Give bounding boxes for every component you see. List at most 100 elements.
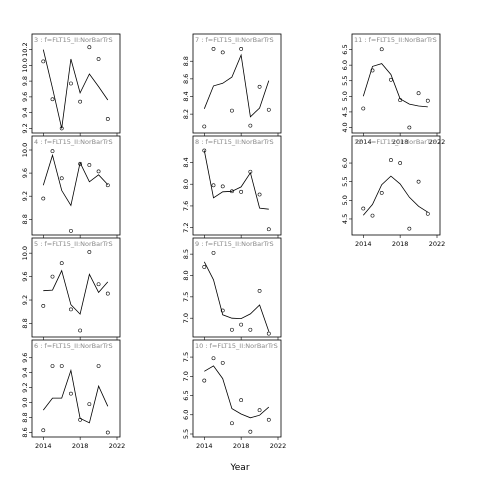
data-point xyxy=(220,360,225,365)
panel-frame xyxy=(192,237,282,338)
panel-frame xyxy=(192,33,282,134)
data-point xyxy=(389,77,393,82)
y-tick-label: 8.0 xyxy=(182,270,190,280)
data-point xyxy=(50,364,55,368)
data-point xyxy=(239,322,244,327)
series-line xyxy=(204,365,270,419)
series-line xyxy=(362,175,429,216)
panel-frame xyxy=(31,237,121,338)
x-tick-label: 2014 xyxy=(196,442,213,450)
x-tick-label: 2022 xyxy=(429,138,446,146)
y-tick-label: 8.6 xyxy=(182,74,190,84)
panel: 3 : f=FLT15_II:NorBarTrS 9.2 9.4 9.6 9.8 10.0… xyxy=(21,33,121,136)
panel-frame xyxy=(351,135,441,236)
series-line xyxy=(203,261,270,332)
data-point xyxy=(248,429,253,434)
data-point xyxy=(202,124,207,129)
y-tick-label: 10.2 xyxy=(21,42,29,56)
y-tick-label: 4.0 xyxy=(341,122,349,132)
series-line xyxy=(42,153,109,207)
data-point xyxy=(202,378,207,383)
data-point xyxy=(361,206,366,211)
data-point xyxy=(407,125,412,130)
data-point xyxy=(202,148,207,153)
y-tick-label: 6.5 xyxy=(182,390,190,400)
data-point xyxy=(248,327,253,332)
data-point xyxy=(69,81,73,86)
y-tick-label: 5.0 xyxy=(341,91,349,101)
data-point xyxy=(105,291,110,296)
data-point xyxy=(398,98,403,102)
y-tick-label: 8.8 xyxy=(21,318,29,328)
series-line xyxy=(362,63,428,108)
data-point xyxy=(105,117,110,121)
data-point xyxy=(239,189,244,194)
data-point xyxy=(96,169,101,174)
data-point xyxy=(416,179,421,184)
y-tick-label: 8.8 xyxy=(21,412,29,422)
panel: 7 : f=FLT15_II:NorBarTrS 8.2 8.4 8.6 8.8 xyxy=(182,33,282,136)
data-point xyxy=(211,356,216,361)
data-point xyxy=(105,183,110,188)
data-point xyxy=(257,288,262,293)
x-tick-label: 2014 xyxy=(355,240,372,248)
y-tick-label: 5.5 xyxy=(341,76,349,86)
data-point xyxy=(389,158,393,162)
data-point xyxy=(266,331,271,336)
data-point xyxy=(257,192,262,197)
panel-strip-label: 10 : f=FLT15_II:NorBarTrS xyxy=(195,342,278,350)
panel: 4 : f=FLT15_II:NorBarTrS 8.8 9.2 9.6 10.0 xyxy=(21,135,121,238)
series-line xyxy=(203,150,269,210)
panel: 9 : f=FLT15_II:NorBarTrS 7.0 7.5 8.0 8.5 xyxy=(182,237,282,340)
data-point xyxy=(78,161,83,166)
data-point xyxy=(370,213,375,218)
y-tick-label: 8.6 xyxy=(21,427,29,437)
y-tick-label: 5.5 xyxy=(341,177,349,187)
data-point xyxy=(239,398,244,403)
panel-frame xyxy=(31,339,121,438)
data-point xyxy=(78,328,83,333)
x-tick-label: 2018 xyxy=(392,240,409,248)
data-point xyxy=(379,190,384,195)
x-tick-label: 2014 xyxy=(355,138,372,146)
data-point xyxy=(248,169,253,174)
y-tick-label: 10.0 xyxy=(21,246,29,260)
panel-strip-label: 3 : f=FLT15_II:NorBarTrS xyxy=(34,36,113,44)
y-tick-label: 8.4 xyxy=(182,91,190,101)
data-point xyxy=(87,45,92,50)
panel: 10 : f=FLT15_II:NorBarTrS 5.5 6.0 6.5 7.0 7.5… xyxy=(182,339,287,450)
y-tick-label: 9.6 xyxy=(21,271,29,281)
panel-strip-label: 12 : f=FLT15_II:NorBarTrS xyxy=(354,138,437,146)
data-point xyxy=(59,364,64,368)
y-tick-label: 5.5 xyxy=(182,429,190,439)
data-point xyxy=(257,84,262,89)
data-point xyxy=(220,184,225,189)
data-point xyxy=(220,308,225,313)
data-point xyxy=(41,59,46,64)
y-tick-label: 9.4 xyxy=(21,368,29,378)
data-point xyxy=(59,261,64,266)
data-point xyxy=(87,250,92,254)
data-point xyxy=(425,98,430,103)
data-point xyxy=(78,417,83,422)
series-line xyxy=(43,269,109,315)
y-tick-label: 9.2 xyxy=(21,382,29,392)
y-tick-label: 9.0 xyxy=(21,397,29,407)
data-point xyxy=(248,123,253,128)
data-point xyxy=(50,149,55,154)
panel: 6 : f=FLT15_II:NorBarTrS 8.6 8.8 9.0 9.2 9.4 9… xyxy=(21,339,125,450)
y-tick-label: 6.0 xyxy=(341,158,349,168)
y-tick-label: 10.0 xyxy=(21,143,29,157)
panel-strip-label: 4 : f=FLT15_II:NorBarTrS xyxy=(34,138,113,146)
data-point xyxy=(239,46,244,51)
data-point xyxy=(361,106,366,111)
panel-strip-label: 11 : f=FLT15_II:NorBarTrS xyxy=(354,36,437,44)
y-tick-label: 9.6 xyxy=(21,353,29,363)
data-point xyxy=(370,68,375,73)
x-tick-label: 2022 xyxy=(270,442,287,450)
x-tick-label: 2018 xyxy=(233,442,250,450)
panel-frame xyxy=(192,135,282,236)
data-point xyxy=(96,57,101,61)
data-point xyxy=(425,211,430,216)
